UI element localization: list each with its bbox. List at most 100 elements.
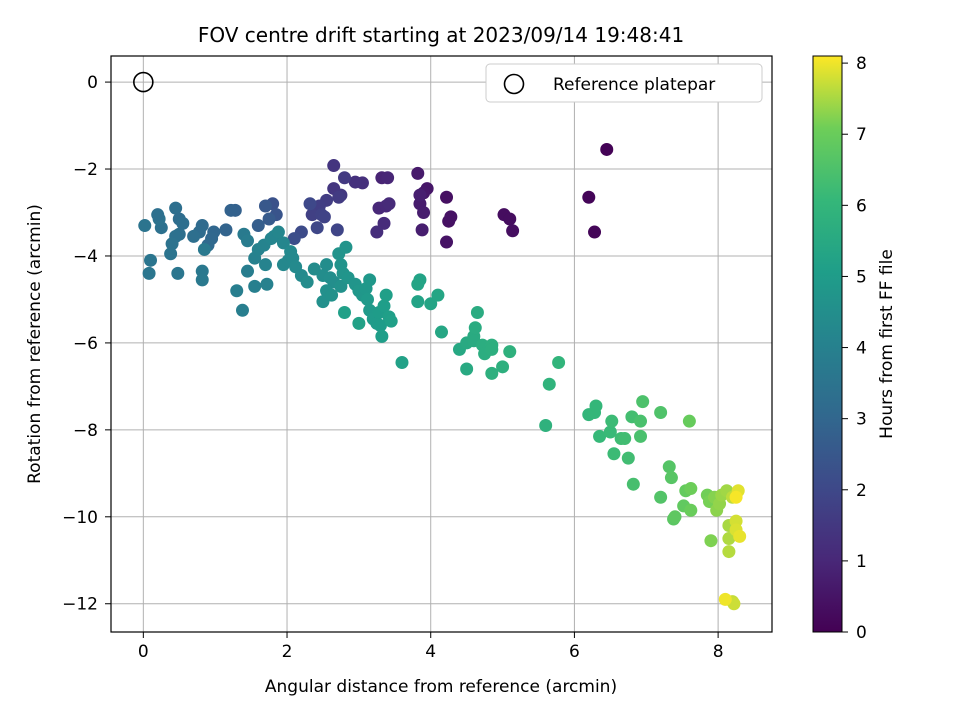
colorbar-tick-label: 4 [856, 339, 867, 359]
data-point [377, 216, 391, 230]
x-axis: 0 2 4 6 8 [138, 632, 724, 662]
data-point [138, 219, 152, 233]
colorbar-tick-label: 5 [856, 267, 867, 287]
data-point [654, 405, 668, 419]
legend-label-reference: Reference platepar [553, 75, 715, 95]
y-tick-label: −12 [62, 595, 98, 615]
data-point [241, 264, 255, 278]
colorbar-tick-label: 6 [856, 196, 867, 216]
data-point [411, 295, 425, 309]
data-point [485, 342, 499, 356]
data-point [230, 284, 244, 298]
data-point [151, 208, 165, 222]
data-point [664, 471, 678, 485]
data-point [542, 377, 556, 391]
data-point [171, 266, 185, 280]
data-point [413, 188, 427, 202]
data-point [276, 236, 290, 250]
data-point [503, 212, 517, 226]
data-point [360, 292, 374, 306]
data-point [164, 247, 178, 261]
data-point [287, 232, 301, 246]
data-point [589, 399, 603, 413]
y-tick-label: −10 [62, 508, 98, 528]
data-point [411, 277, 425, 291]
data-point [395, 355, 409, 369]
data-point [435, 325, 448, 339]
data-point [468, 321, 482, 335]
data-point [248, 279, 262, 293]
data-point [600, 142, 614, 156]
data-point [169, 201, 183, 215]
x-tick-label: 2 [282, 642, 293, 662]
data-point [722, 532, 736, 546]
data-point [722, 545, 736, 559]
y-tick-label: −2 [73, 160, 98, 180]
data-point [251, 219, 265, 233]
y-tick-label: −8 [73, 421, 98, 441]
data-point [440, 235, 454, 249]
colorbar-tick-label: 7 [856, 125, 867, 145]
data-point [235, 303, 249, 317]
legend: Reference platepar [485, 63, 763, 103]
data-point [684, 482, 698, 496]
data-point [621, 451, 635, 465]
data-point [260, 277, 274, 291]
data-point [262, 212, 276, 226]
data-point [618, 432, 632, 446]
data-point [352, 316, 366, 330]
data-point [258, 258, 272, 272]
data-point [626, 477, 640, 491]
data-point [370, 225, 384, 239]
colorbar-tick-label: 1 [856, 552, 867, 572]
legend-box [485, 63, 763, 103]
data-point [258, 199, 272, 213]
y-tick-label: −6 [73, 334, 98, 354]
data-point [718, 592, 732, 606]
data-point [704, 534, 718, 548]
chart-title: FOV centre drift starting at 2023/09/14 … [198, 23, 684, 47]
colorbar-gradient [812, 55, 843, 633]
data-point [607, 447, 621, 461]
y-tick-label: 0 [87, 73, 98, 93]
x-tick-label: 0 [138, 642, 149, 662]
data-point [470, 305, 484, 319]
data-point [496, 360, 510, 374]
data-point [506, 224, 520, 238]
data-point [165, 237, 179, 251]
data-point [415, 223, 429, 237]
data-point [300, 275, 314, 289]
data-point [485, 366, 499, 380]
data-point [424, 297, 438, 311]
data-point [348, 175, 362, 189]
data-points [138, 142, 747, 611]
data-point [197, 242, 211, 256]
data-point [460, 362, 474, 376]
x-axis-label: Angular distance from reference (arcmin) [265, 677, 617, 697]
legend-marker-reference [503, 73, 525, 95]
x-tick-label: 8 [713, 642, 724, 662]
plot-frame [110, 55, 773, 633]
data-point [539, 419, 553, 433]
data-point [332, 190, 346, 204]
grid [111, 56, 772, 632]
data-point [552, 355, 566, 369]
data-point [588, 225, 602, 239]
data-point [305, 208, 319, 222]
data-point [411, 166, 425, 180]
data-point [327, 159, 341, 173]
data-point [325, 288, 339, 302]
data-point [303, 197, 317, 211]
colorbar-tick-label: 8 [856, 54, 867, 74]
colorbar-tick-label: 0 [856, 623, 867, 643]
y-tick-label: −4 [73, 247, 98, 267]
data-point [582, 190, 596, 204]
y-axis-label: Rotation from reference (arcmin) [25, 204, 45, 484]
data-point [338, 305, 352, 319]
data-point [682, 414, 696, 428]
data-point [334, 279, 348, 293]
data-point [634, 429, 648, 443]
data-point [375, 329, 389, 343]
y-axis: 0 −2 −4 −6 −8 −10 −12 [62, 73, 111, 615]
